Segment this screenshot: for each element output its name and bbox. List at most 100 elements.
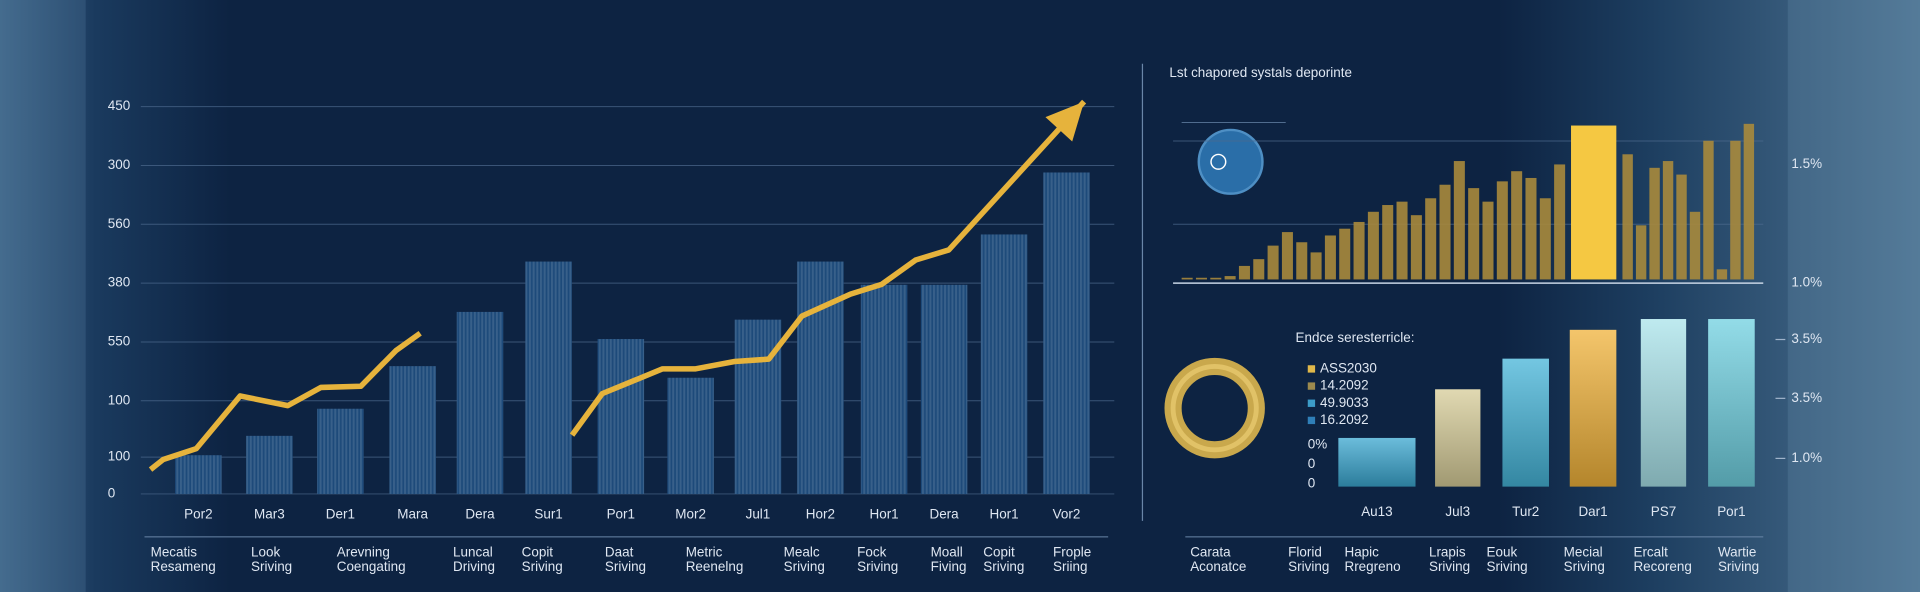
x-tick-label: Jul1 bbox=[746, 506, 771, 521]
right-label: 1.5% bbox=[1791, 156, 1822, 171]
bar bbox=[1439, 184, 1451, 280]
bar bbox=[1703, 140, 1714, 280]
y-tick-label: 0 bbox=[1308, 456, 1315, 471]
bar-texture bbox=[175, 455, 222, 494]
y-tick-label: 380 bbox=[108, 275, 130, 290]
bar-texture bbox=[980, 234, 1028, 494]
x-tick-label: Au13 bbox=[1361, 504, 1392, 519]
bar-shade bbox=[1708, 319, 1755, 487]
y-tick-label: 100 bbox=[108, 392, 130, 407]
bar bbox=[1339, 228, 1351, 280]
legend-swatch bbox=[1307, 382, 1316, 390]
bar bbox=[1238, 265, 1250, 280]
footer-label: Ercalt bbox=[1633, 544, 1668, 559]
x-tick-label: Mar3 bbox=[254, 506, 285, 521]
footer-label: Sriing bbox=[1053, 559, 1087, 574]
x-tick-label: PS7 bbox=[1651, 504, 1676, 519]
footer-label: Daat bbox=[605, 544, 634, 559]
bar bbox=[1743, 123, 1755, 280]
bar bbox=[1525, 177, 1537, 280]
bar-texture bbox=[246, 435, 293, 494]
x-tick-label: Dera bbox=[465, 506, 495, 521]
x-tick-label: Der1 bbox=[326, 506, 355, 521]
footer-label: Mecial bbox=[1564, 544, 1603, 559]
x-tick-label: Mara bbox=[397, 506, 428, 521]
footer-label: Copit bbox=[522, 544, 554, 559]
footer-label: Hapic bbox=[1344, 544, 1379, 559]
footer-label: Sriving bbox=[1487, 559, 1528, 574]
x-tick-label: Dera bbox=[929, 506, 959, 521]
footer-label: Moall bbox=[931, 544, 963, 559]
x-tick-label: Por1 bbox=[1717, 504, 1745, 519]
x-tick-label: Por1 bbox=[607, 506, 635, 521]
bar bbox=[1267, 245, 1279, 280]
footer-label: Sriving bbox=[784, 559, 825, 574]
y-tick-label: 0% bbox=[1308, 436, 1327, 451]
footer-label: Frople bbox=[1053, 544, 1091, 559]
bar-texture bbox=[389, 366, 436, 494]
bar bbox=[1181, 277, 1193, 280]
footer-label: Wartie bbox=[1718, 544, 1756, 559]
bar-texture bbox=[317, 408, 364, 494]
backdrop-panel bbox=[1787, 0, 1920, 592]
x-tick-label: Hor2 bbox=[806, 506, 835, 521]
footer-label: Copit bbox=[983, 544, 1015, 559]
bar bbox=[1224, 276, 1236, 280]
legend-swatch bbox=[1307, 416, 1316, 425]
x-tick-label: Jul3 bbox=[1445, 504, 1470, 519]
bar bbox=[1253, 259, 1265, 280]
bar-shade bbox=[1338, 437, 1416, 487]
bar bbox=[1310, 252, 1322, 280]
bar bbox=[1511, 171, 1523, 280]
bar bbox=[1382, 205, 1394, 280]
footer-label: Look bbox=[251, 544, 280, 559]
footer-label: Sriving bbox=[522, 559, 563, 574]
legend-label: 49.9033 bbox=[1320, 395, 1369, 410]
bar bbox=[1730, 140, 1741, 280]
bar-texture bbox=[734, 319, 782, 494]
bar-texture bbox=[597, 339, 645, 494]
trend-line bbox=[569, 99, 1087, 437]
bar-texture bbox=[797, 261, 844, 494]
y-tick-label: 450 bbox=[108, 98, 130, 113]
bar bbox=[1210, 277, 1222, 280]
bar bbox=[1425, 198, 1437, 280]
x-tick-label: Tur2 bbox=[1512, 504, 1539, 519]
footer-label: Mealc bbox=[784, 544, 820, 559]
bar bbox=[1410, 215, 1422, 280]
bar-texture bbox=[525, 261, 572, 494]
bar bbox=[1468, 188, 1480, 280]
y-tick-label: 560 bbox=[108, 216, 130, 231]
footer-label: Rregreno bbox=[1344, 559, 1400, 574]
bar-texture bbox=[1043, 172, 1090, 494]
bar-texture bbox=[667, 377, 714, 494]
backdrop-panel bbox=[0, 0, 86, 592]
legend-swatch bbox=[1307, 365, 1316, 373]
bar bbox=[1324, 235, 1336, 280]
trend-line bbox=[148, 330, 422, 472]
y-tick-label: 0 bbox=[1308, 476, 1315, 491]
footer-label: Florid bbox=[1288, 544, 1322, 559]
footer-label: Fiving bbox=[931, 559, 967, 574]
bar bbox=[1689, 211, 1701, 280]
footer-label: Aconatce bbox=[1190, 559, 1246, 574]
x-tick-label: Vor2 bbox=[1053, 506, 1081, 521]
bar-texture bbox=[456, 311, 504, 494]
bar bbox=[1649, 167, 1660, 280]
bar bbox=[1195, 277, 1207, 280]
bar bbox=[1662, 161, 1674, 280]
footer-label: Fock bbox=[857, 544, 886, 559]
bar bbox=[1296, 242, 1308, 280]
footer-label: Carata bbox=[1190, 544, 1231, 559]
bar bbox=[1571, 125, 1617, 280]
legend-swatch bbox=[1307, 399, 1316, 407]
x-tick-label: Dar1 bbox=[1578, 504, 1607, 519]
bar-shade bbox=[1502, 358, 1549, 487]
y-tick-label: 100 bbox=[108, 449, 130, 464]
bar bbox=[1539, 198, 1551, 280]
footer-label: Arevning bbox=[337, 544, 390, 559]
bar bbox=[1554, 164, 1566, 280]
bar-shade bbox=[1569, 329, 1617, 487]
chart-layer: 450 300 560 380 550 100 100 0 Por2 Mar3 Der1 Mara De… bbox=[108, 98, 1822, 574]
footer-label: Coengating bbox=[337, 559, 406, 574]
